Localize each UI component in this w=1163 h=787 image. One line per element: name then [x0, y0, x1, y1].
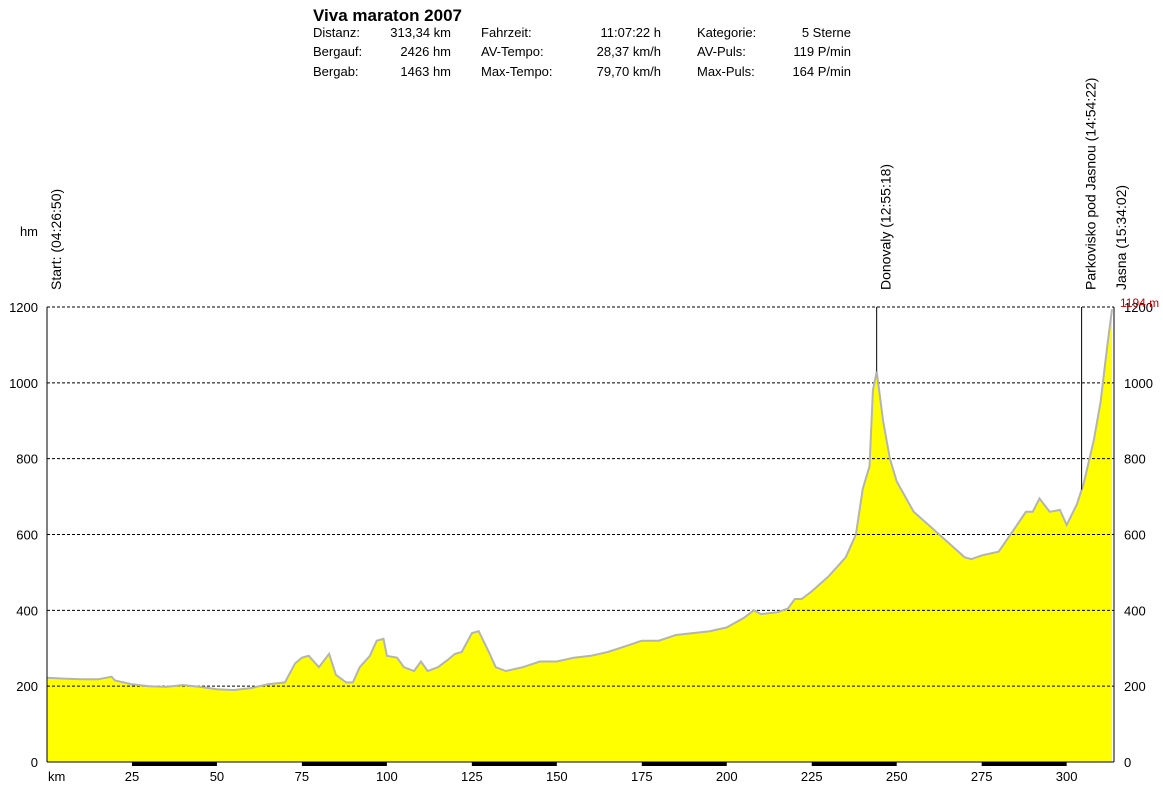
end-label: 1194 m	[1120, 296, 1159, 310]
y-tick-label-right: 1200	[1124, 300, 1153, 315]
y-tick-label-right: 800	[1124, 452, 1146, 467]
x-tick-label: 50	[210, 769, 224, 784]
stat-label: Bergab:	[313, 64, 359, 79]
y-tick-label: 600	[16, 528, 38, 543]
stat-value: 313,34 km	[390, 25, 451, 40]
stat-value: 28,37 km/h	[597, 44, 661, 59]
stat-value: 1463 hm	[400, 64, 451, 79]
stat-value: 11:07:22 h	[601, 25, 661, 40]
scale-bar	[811, 762, 897, 766]
y-tick-label: 1200	[9, 300, 38, 315]
scale-bar	[471, 762, 557, 766]
stat-label: Kategorie:	[697, 25, 756, 40]
elevation-line	[46, 309, 1113, 692]
y-tick-label: 800	[16, 452, 38, 467]
x-tick-label: 300	[1056, 769, 1078, 784]
stat-value: 2426 hm	[400, 44, 451, 59]
stat-label: Fahrzeit:	[481, 25, 532, 40]
x-tick-label: 225	[801, 769, 823, 784]
scale-bar	[301, 762, 387, 766]
stat-value: 119 P/min	[793, 44, 851, 59]
elevation-area	[47, 309, 1112, 762]
x-tick-label: 250	[886, 769, 908, 784]
x-tick-label: 175	[631, 769, 653, 784]
stat-label: Max-Tempo:	[481, 64, 553, 79]
annotation-label: Start: (04:26:50)	[48, 189, 64, 290]
y-tick-label: 200	[16, 679, 38, 694]
x-tick-label: 275	[971, 769, 993, 784]
x-axis-label: km	[48, 769, 65, 784]
stat-label: AV-Tempo:	[481, 44, 544, 59]
x-tick-label: 100	[376, 769, 398, 784]
y-tick-label: 1000	[9, 376, 38, 391]
x-tick-label: 75	[295, 769, 309, 784]
scale-bar	[131, 762, 217, 766]
annotation-label: Donovaly (12:55:18)	[878, 164, 894, 290]
y-axis-label: hm	[20, 224, 38, 239]
scale-bar	[981, 762, 1067, 766]
stat-value: 79,70 km/h	[597, 64, 661, 79]
annotation-label: Parkovisko pod Jasnou (14:54:22)	[1083, 78, 1099, 290]
stat-value: 5 Sterne	[802, 25, 851, 40]
stat-label: Distanz:	[313, 25, 360, 40]
x-tick-label: 150	[546, 769, 568, 784]
x-tick-label: 200	[716, 769, 738, 784]
x-tick-label: 25	[125, 769, 139, 784]
stat-value: 164 P/min	[792, 64, 851, 79]
y-tick-label-right: 600	[1124, 528, 1146, 543]
y-tick-label: 0	[31, 755, 38, 770]
scale-bar	[641, 762, 727, 766]
annotation-label: Jasna (15:34:02)	[1113, 185, 1129, 290]
stat-label: Max-Puls:	[697, 64, 755, 79]
stat-label: Bergauf:	[313, 44, 362, 59]
y-tick-label-right: 0	[1124, 755, 1131, 770]
x-tick-label: 125	[461, 769, 483, 784]
stat-label: AV-Puls:	[697, 44, 746, 59]
y-tick-label-right: 1000	[1124, 376, 1153, 391]
y-tick-label-right: 400	[1124, 603, 1146, 618]
y-tick-label: 400	[16, 603, 38, 618]
y-tick-label-right: 200	[1124, 679, 1146, 694]
chart-title: Viva maraton 2007	[313, 6, 462, 25]
